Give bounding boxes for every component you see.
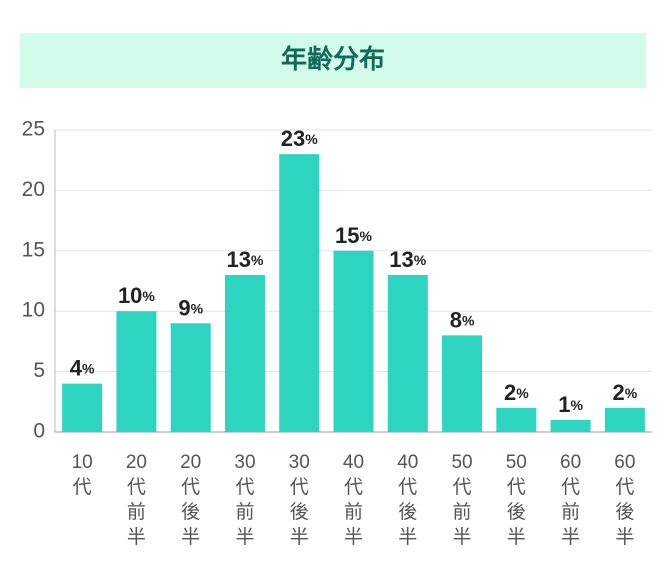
value-label: 13% [226,247,263,272]
x-tick-label: 50 代後半 [506,452,527,548]
bar [496,407,537,432]
value-label: 23% [281,126,318,151]
title-banner [20,33,646,88]
x-tick-label: 20 代後半 [180,452,201,548]
bar [387,274,428,432]
bar [170,323,211,432]
bar [224,274,265,432]
value-label: 2% [504,380,529,405]
y-tick-label: 5 [33,359,45,382]
bar [116,311,157,432]
y-tick-label: 0 [33,420,45,443]
y-tick-label: 15 [22,238,45,261]
value-label: 1% [558,392,583,417]
bar [279,154,320,432]
chart-title: 年齢分布 [281,44,385,74]
value-label: 13% [389,247,426,272]
bar [62,383,103,432]
x-tick-label: 40 代前半 [343,452,364,548]
bar [442,335,483,432]
bar [604,407,645,432]
x-tick-label: 50 代前半 [451,452,472,548]
x-tick-label: 60 代前半 [560,452,581,548]
y-tick-label: 10 [22,299,45,322]
bar [333,250,374,432]
value-label: 15% [335,223,372,248]
value-label: 2% [613,380,638,405]
bar [550,419,591,432]
x-tick-label: 30 代後半 [289,452,310,548]
value-label: 9% [178,295,203,320]
x-tick-label: 20 代前半 [126,452,147,548]
x-tick-label: 10 代 [72,452,93,498]
value-label: 8% [450,307,475,332]
x-tick-label: 40 代後半 [397,452,418,548]
y-tick-label: 25 [22,118,45,141]
x-tick-label: 60 代後半 [614,452,635,548]
value-label: 4% [70,355,95,380]
y-tick-label: 20 [22,178,45,201]
value-label: 10% [118,283,155,308]
x-tick-label: 30 代前半 [234,452,255,548]
